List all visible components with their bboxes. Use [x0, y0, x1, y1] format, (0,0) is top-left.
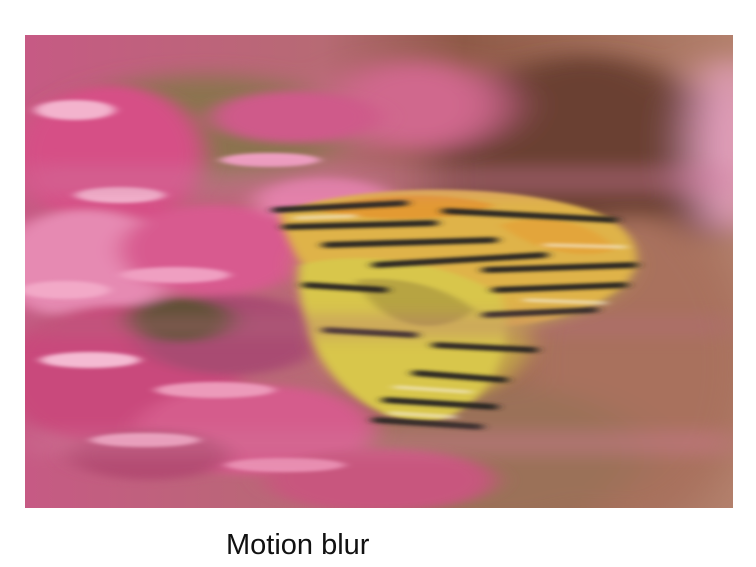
- blurred-photo-canvas: [25, 35, 733, 508]
- blurred-butterfly-photo: [25, 35, 733, 508]
- butterfly-white-dots: [293, 214, 627, 419]
- figure-caption: Motion blur: [226, 529, 370, 561]
- motion-streak-overlay: [25, 165, 733, 456]
